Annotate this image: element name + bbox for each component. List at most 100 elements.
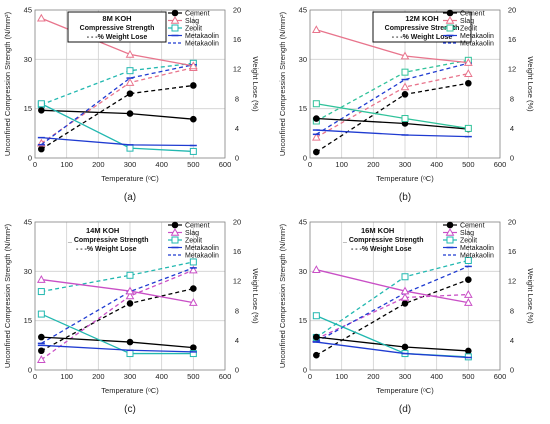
x-axis-label: Temperature (ᵒC) <box>101 386 159 395</box>
weight-slag-point <box>400 292 410 301</box>
x-axis-label: Temperature (ᵒC) <box>101 174 159 183</box>
y-right-axis-label: Weight Lose (%) <box>251 56 260 112</box>
plot-frame <box>309 221 501 371</box>
weight-cement-point <box>190 82 197 89</box>
legend-label-metakaolin: Metakaolin <box>460 245 494 252</box>
legend-label-cement: Cement <box>185 223 210 230</box>
legend-label-slag: Slag <box>460 230 474 237</box>
x-tick-label: 300 <box>124 372 137 381</box>
x-tick-label: 600 <box>494 160 507 169</box>
y-left-tick-label: 0 <box>28 366 32 375</box>
legend-zeolit-point <box>171 236 179 244</box>
legend-label-cement: Cement <box>460 11 485 18</box>
strength-cement-point <box>38 107 45 114</box>
x-tick-label: 200 <box>367 160 380 169</box>
x-tick-label: 400 <box>155 160 168 169</box>
series-line-weight-metakaolin <box>315 62 469 135</box>
title-box <box>67 11 167 43</box>
compressive-label: Compressive Strength <box>385 25 460 32</box>
strength-cement-point <box>313 333 320 341</box>
box-title: 16M KOH <box>361 226 394 235</box>
panel-label: (a) <box>124 192 136 203</box>
strength-cement-point <box>126 338 134 346</box>
legend-zeolit-point <box>171 24 179 32</box>
weight-zeolit-point <box>37 288 45 296</box>
weight-cement-point <box>465 276 472 284</box>
weight-cement-point <box>313 351 320 359</box>
y-right-tick-label: 4 <box>510 336 514 345</box>
y-right-tick-label: 16 <box>508 35 516 44</box>
weight-slag-point <box>463 289 473 298</box>
series-line-strength-zeolit <box>41 313 194 355</box>
y-left-tick-label: 0 <box>303 154 307 163</box>
y-right-tick-label: 16 <box>508 247 516 256</box>
series-line-weight-zeolit <box>41 62 194 106</box>
weight-slag-point <box>36 355 46 363</box>
y-left-tick-label: 0 <box>28 154 32 163</box>
x-tick-label: 0 <box>33 372 37 381</box>
box-title: 12M KOH <box>405 14 438 23</box>
legend-label-metakaolin: Metakaolin <box>185 33 219 40</box>
x-tick-label: 0 <box>308 372 312 381</box>
chart-panel-4: 0 100 200 300 400 500 6000153045048121620Tempe… <box>278 218 535 416</box>
x-tick-label: 400 <box>155 372 168 381</box>
series-line-weight-cement <box>316 279 469 356</box>
weight-slag-point <box>125 291 135 300</box>
strength-zeolit-point <box>126 144 134 152</box>
legend-label-zeolit: Zeolit <box>185 238 202 245</box>
weight-zeolit-point <box>464 256 472 264</box>
strength-slag-point <box>463 298 473 306</box>
y-left-tick-label: 30 <box>24 55 32 64</box>
y-left-tick-label: 45 <box>24 218 32 227</box>
legend-label-zeolit: Zeolit <box>185 26 202 33</box>
strength-zeolit-point <box>126 350 134 358</box>
strength-slag-point <box>188 298 198 306</box>
x-axis-label: Temperature (ᵒC) <box>376 386 434 395</box>
strength-slag-point <box>188 61 198 70</box>
panel-label: (b) <box>399 192 411 203</box>
y-left-tick-label: 15 <box>24 316 32 325</box>
weight-slag-point <box>463 69 473 77</box>
weight-slag-point <box>188 265 198 274</box>
compressive-label: _ Compressive Strength <box>342 237 424 244</box>
strength-slag-point <box>311 25 321 34</box>
x-tick-label: 300 <box>399 372 412 381</box>
y-right-axis-label: Weight Lose (%) <box>526 268 535 324</box>
legend-zeolit-point <box>446 24 454 32</box>
y-left-tick-label: 45 <box>299 6 307 15</box>
y-right-axis-label: Weight Lose (%) <box>526 56 535 112</box>
strength-cement-point <box>190 115 197 123</box>
panel-label: (d) <box>399 404 411 415</box>
panel-label: (c) <box>124 404 136 415</box>
y-right-tick-label: 16 <box>233 35 241 44</box>
x-tick-label: 500 <box>462 372 475 381</box>
strength-slag-point <box>463 58 473 66</box>
y-right-tick-label: 12 <box>233 277 241 286</box>
x-tick-label: 600 <box>219 160 232 169</box>
series-line-weight-slag <box>316 293 469 340</box>
weight-cement-point <box>190 285 197 292</box>
x-tick-label: 100 <box>335 372 348 381</box>
plot-frame <box>34 221 226 371</box>
y-right-tick-label: 8 <box>510 306 514 315</box>
strength-cement-point <box>190 344 197 351</box>
weight-cement-point <box>126 300 134 307</box>
strength-cement-point <box>313 115 320 122</box>
legend-label-metakaolin-dashed: Metakaolin <box>185 253 219 260</box>
series-line-strength-zeolit <box>316 103 469 130</box>
strength-zeolit-point <box>37 100 45 108</box>
weight-slag-point <box>125 77 135 86</box>
weight-cement-point <box>465 79 472 87</box>
series-line-weight-zeolit <box>41 261 194 293</box>
legend-label-zeolit: Zeolit <box>460 238 477 245</box>
weight-cement-point <box>401 300 409 307</box>
y-right-tick-label: 20 <box>508 6 516 15</box>
compressive-label: _ Compressive Strength <box>67 237 149 244</box>
legend-label-slag: Slag <box>185 18 199 25</box>
legend-slag-point <box>170 227 180 236</box>
weight-label: - - -% Weight Lose <box>76 246 137 253</box>
weight-label: - - -% Weight Lose <box>87 34 148 41</box>
weight-cement-point <box>126 90 134 97</box>
x-tick-label: 300 <box>399 160 412 169</box>
